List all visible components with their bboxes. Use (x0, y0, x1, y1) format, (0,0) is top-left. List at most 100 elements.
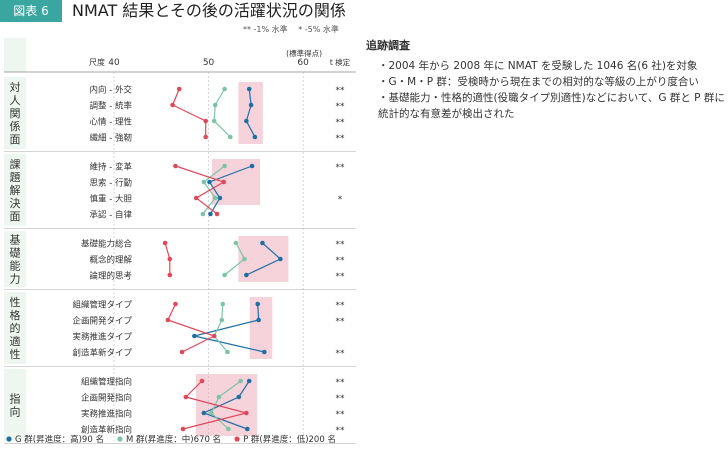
group-label-char: 人 (10, 94, 21, 107)
group-label-char: 力 (10, 273, 21, 286)
row-label: 維持 - 変革 (90, 162, 133, 173)
group-label-char: 適 (10, 334, 21, 348)
legend-label-M: M 群(昇進度：中)670 名 (126, 434, 221, 445)
data-point-G (249, 103, 254, 108)
row-label: 実務推進タイプ (72, 332, 132, 343)
data-point-G (250, 164, 255, 169)
significance-mark: ** (336, 394, 346, 404)
data-point-M (213, 103, 218, 108)
row-label: 企画開発指向 (81, 393, 132, 404)
data-point-P (203, 135, 208, 140)
series-legend: G 群(昇進度：高)90 名 M 群(昇進度：中)670 名 P 群(昇進度：低)2… (6, 434, 336, 445)
significance-mark: ** (336, 256, 346, 266)
data-point-M (234, 241, 239, 246)
data-point-G (260, 241, 265, 246)
row-label: 心情 - 理性 (90, 117, 133, 128)
data-point-G (202, 411, 207, 416)
data-point-P (177, 87, 182, 92)
data-point-M (222, 273, 227, 278)
data-point-G (278, 257, 283, 262)
data-point-P (163, 241, 168, 246)
series-line-M (214, 89, 230, 137)
t-test-label: t 検定 (330, 57, 351, 67)
row-label: 繊細 - 強靭 (90, 133, 132, 144)
data-point-P (200, 379, 205, 384)
data-point-G (256, 318, 261, 323)
row-label: 承認 - 自律 (90, 210, 133, 221)
group-label-char: 面 (10, 210, 21, 223)
row-label: 内向 - 外交 (90, 85, 133, 96)
significance-mark: ** (336, 317, 346, 327)
significance-mark: ** (336, 86, 346, 96)
x-tick-label: 60 (297, 58, 309, 68)
data-point-G (255, 302, 260, 307)
group-label-char: 題 (10, 171, 21, 184)
data-point-P (170, 103, 175, 108)
group-label-char: 礎 (10, 247, 21, 260)
data-point-G (244, 119, 249, 124)
header-band (4, 38, 26, 72)
data-point-M (226, 427, 231, 432)
significance-mark: ** (336, 134, 346, 144)
group-label-char: 係 (10, 120, 21, 133)
data-point-G (245, 427, 250, 432)
data-point-P (215, 212, 220, 217)
notes-title: 追跡調査 (366, 38, 726, 54)
data-point-M (212, 119, 217, 124)
group-label-char: 性 (10, 295, 21, 309)
data-point-G (192, 334, 197, 339)
legend-label-G: G 群(昇進度：高)90 名 (15, 434, 104, 445)
significance-mark: ** (336, 240, 346, 250)
significance-highlights (196, 82, 289, 436)
group-label-char: 面 (10, 133, 21, 146)
legend-swatch-G (6, 436, 11, 441)
data-point-M (222, 87, 227, 92)
group-label-char: 格 (10, 308, 21, 322)
legend-label-P: P 群(昇進度：低)200 名 (243, 434, 336, 445)
data-point-M (202, 180, 207, 185)
data-point-P (166, 318, 171, 323)
row-label: 実務推進指向 (81, 409, 132, 420)
group-label-char: 決 (10, 197, 21, 210)
group-label-char: 対 (10, 80, 21, 94)
data-point-P (173, 164, 178, 169)
row-label: 企画開発タイプ (72, 316, 132, 327)
data-point-G (207, 180, 212, 185)
x-tick-label: 40 (108, 58, 120, 68)
significance-mark: ** (336, 163, 346, 173)
group-label-char: 関 (10, 107, 21, 120)
data-point-M (213, 196, 218, 201)
data-point-P (181, 427, 186, 432)
data-point-M (238, 379, 243, 384)
scale-label: 尺度 (89, 57, 105, 67)
data-point-P (194, 196, 199, 201)
data-point-G (247, 87, 252, 92)
data-point-M (225, 350, 230, 355)
significance-mark: ** (336, 349, 346, 359)
data-point-P (167, 257, 172, 262)
data-point-G (218, 196, 223, 201)
group-label-char: 課 (10, 157, 21, 171)
data-point-M (242, 257, 247, 262)
data-point-M (222, 164, 227, 169)
significance-mark: ** (336, 378, 346, 388)
chart-labels: 尺度(標準得点)t 検定40 50 60対人関係面内向 - 外交 **調整 - 統率 *… (10, 48, 351, 436)
note-item: ・G・M・P 群：受検時から現在までの相対的な等級の上がり度合い (366, 74, 726, 90)
data-point-P (180, 350, 185, 355)
significance-mark: * (338, 195, 343, 205)
series-line-P (168, 304, 214, 352)
significance-mark: ** (336, 410, 346, 420)
notes-panel: 追跡調査 ・2004 年から 2008 年に NMAT を受験した 1046 名… (366, 38, 726, 122)
data-point-P (173, 302, 178, 307)
row-label: 思索 - 行動 (90, 178, 132, 189)
chart-axes (4, 72, 356, 444)
row-label: 論理的思考 (89, 271, 132, 282)
group-label-char: 基 (10, 234, 21, 247)
data-point-M (219, 318, 224, 323)
group-label-char: 能 (10, 259, 21, 273)
row-label: 慎重 - 大胆 (90, 194, 133, 205)
group-label-char: 向 (10, 405, 21, 419)
row-label: 調整 - 統率 (90, 101, 133, 112)
data-point-M (201, 212, 206, 217)
